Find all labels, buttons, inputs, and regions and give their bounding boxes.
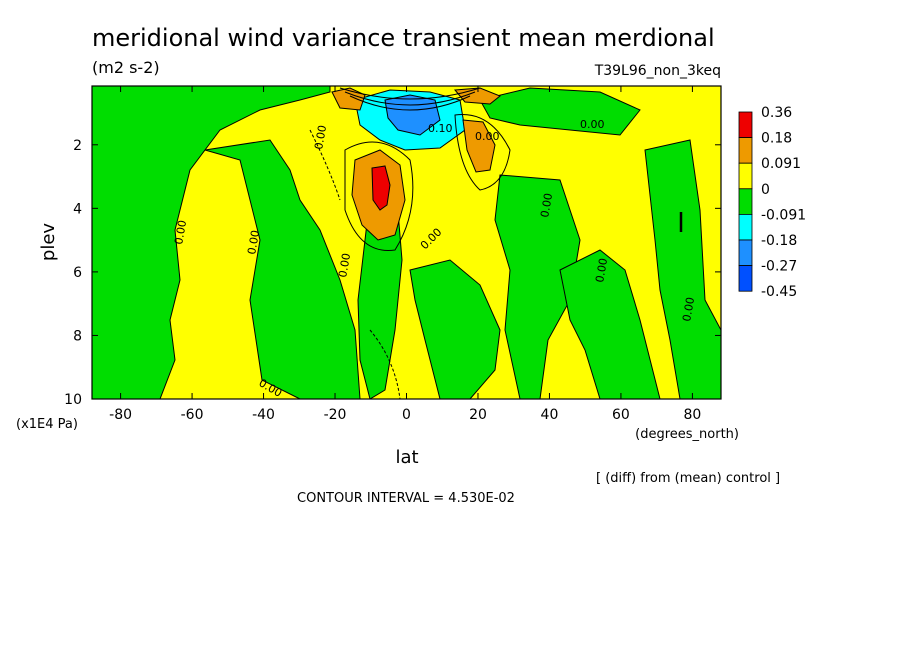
x-tick-label: -80 — [109, 407, 132, 423]
contour-label: 0.00 — [245, 229, 262, 255]
colorbar-swatch — [738, 265, 753, 292]
y-axis: 2 4 6 8 10 — [64, 138, 721, 408]
colorbar-label: -0.091 — [761, 207, 806, 223]
contour-label: 0.00 — [475, 130, 500, 143]
colorbar-swatch — [738, 137, 753, 164]
colorbar-swatch — [738, 111, 753, 139]
contour-top-1 — [339, 87, 481, 100]
contour-label: 0.00 — [580, 118, 605, 131]
colorbar-swatch — [738, 188, 753, 215]
y-axis-label: plev — [38, 223, 59, 262]
contour-top-3 — [349, 95, 471, 111]
green-region-sw — [92, 86, 331, 399]
x-tick-label: 60 — [612, 407, 630, 423]
x-axis-label: lat — [395, 447, 418, 468]
colorbar-label: -0.27 — [761, 259, 797, 275]
y-tick-label: 10 — [64, 392, 82, 408]
green-region-east — [494, 174, 581, 399]
contour-core-2 — [454, 113, 511, 191]
footer-right-note: [ (diff) from (mean) control ] — [596, 471, 780, 486]
x-axis: -80 -60 -40 -20 0 20 40 60 80 — [109, 86, 701, 423]
contour-top-2 — [344, 91, 476, 106]
units-label: (m2 s-2) — [92, 58, 160, 77]
y-tick-label: 4 — [73, 201, 82, 217]
colorbar-label: 0.36 — [761, 105, 792, 121]
plot-area — [92, 86, 721, 399]
x-tick-label: 20 — [469, 407, 487, 423]
experiment-label: T39L96_non_3keq — [594, 63, 721, 79]
y-unit-label: (x1E4 Pa) — [16, 417, 78, 432]
colorbar: 0.36 0.18 0.091 0 -0.091 -0.18 -0.27 -0.45 — [738, 105, 806, 300]
y-tick-label: 6 — [73, 265, 82, 281]
contour-label: 0.00 — [538, 192, 555, 218]
contour-core-1 — [344, 141, 414, 251]
contour-label: 0.00 — [336, 252, 353, 278]
colorbar-label: 0.091 — [761, 156, 801, 172]
colorbar-label: -0.45 — [761, 284, 797, 300]
x-tick-label: 80 — [683, 407, 701, 423]
green-region-west-band — [204, 139, 361, 399]
x-unit-label: (degrees_north) — [635, 427, 739, 442]
green-region-center-east — [409, 259, 501, 399]
contour-dashed-2 — [369, 329, 401, 399]
green-region-northeast — [644, 139, 721, 399]
x-tick-label: -60 — [181, 407, 204, 423]
colorbar-label: -0.18 — [761, 233, 797, 249]
y-tick-label: 2 — [73, 138, 82, 154]
x-tick-label: -40 — [252, 407, 275, 423]
green-region-east-2 — [559, 249, 661, 399]
contour-label: 0.00 — [312, 124, 329, 150]
x-tick-label: 0 — [402, 407, 411, 423]
contour-label: 0.00 — [593, 257, 610, 283]
chart-title: meridional wind variance transient mean … — [92, 24, 715, 52]
contour-dashed-1 — [309, 129, 341, 201]
contour-label: 0.00 — [172, 219, 189, 245]
colorbar-label: 0.18 — [761, 131, 792, 147]
x-tick-label: 40 — [541, 407, 559, 423]
contour-interval-label: CONTOUR INTERVAL = 4.530E-02 — [297, 491, 515, 506]
colorbar-swatch — [738, 239, 753, 267]
contour-label: 0.00 — [680, 296, 697, 322]
y-tick-label: 8 — [73, 328, 82, 344]
orange-core-north — [462, 119, 496, 173]
x-tick-label: -20 — [324, 407, 347, 423]
green-region-top-east — [479, 87, 641, 136]
red-core — [371, 165, 391, 211]
colorbar-label: 0 — [761, 182, 770, 198]
colorbar-swatch — [738, 213, 753, 241]
orange-top-left — [331, 87, 366, 111]
contour-label: 0.10 — [428, 122, 453, 135]
colorbar-swatch — [738, 162, 753, 190]
